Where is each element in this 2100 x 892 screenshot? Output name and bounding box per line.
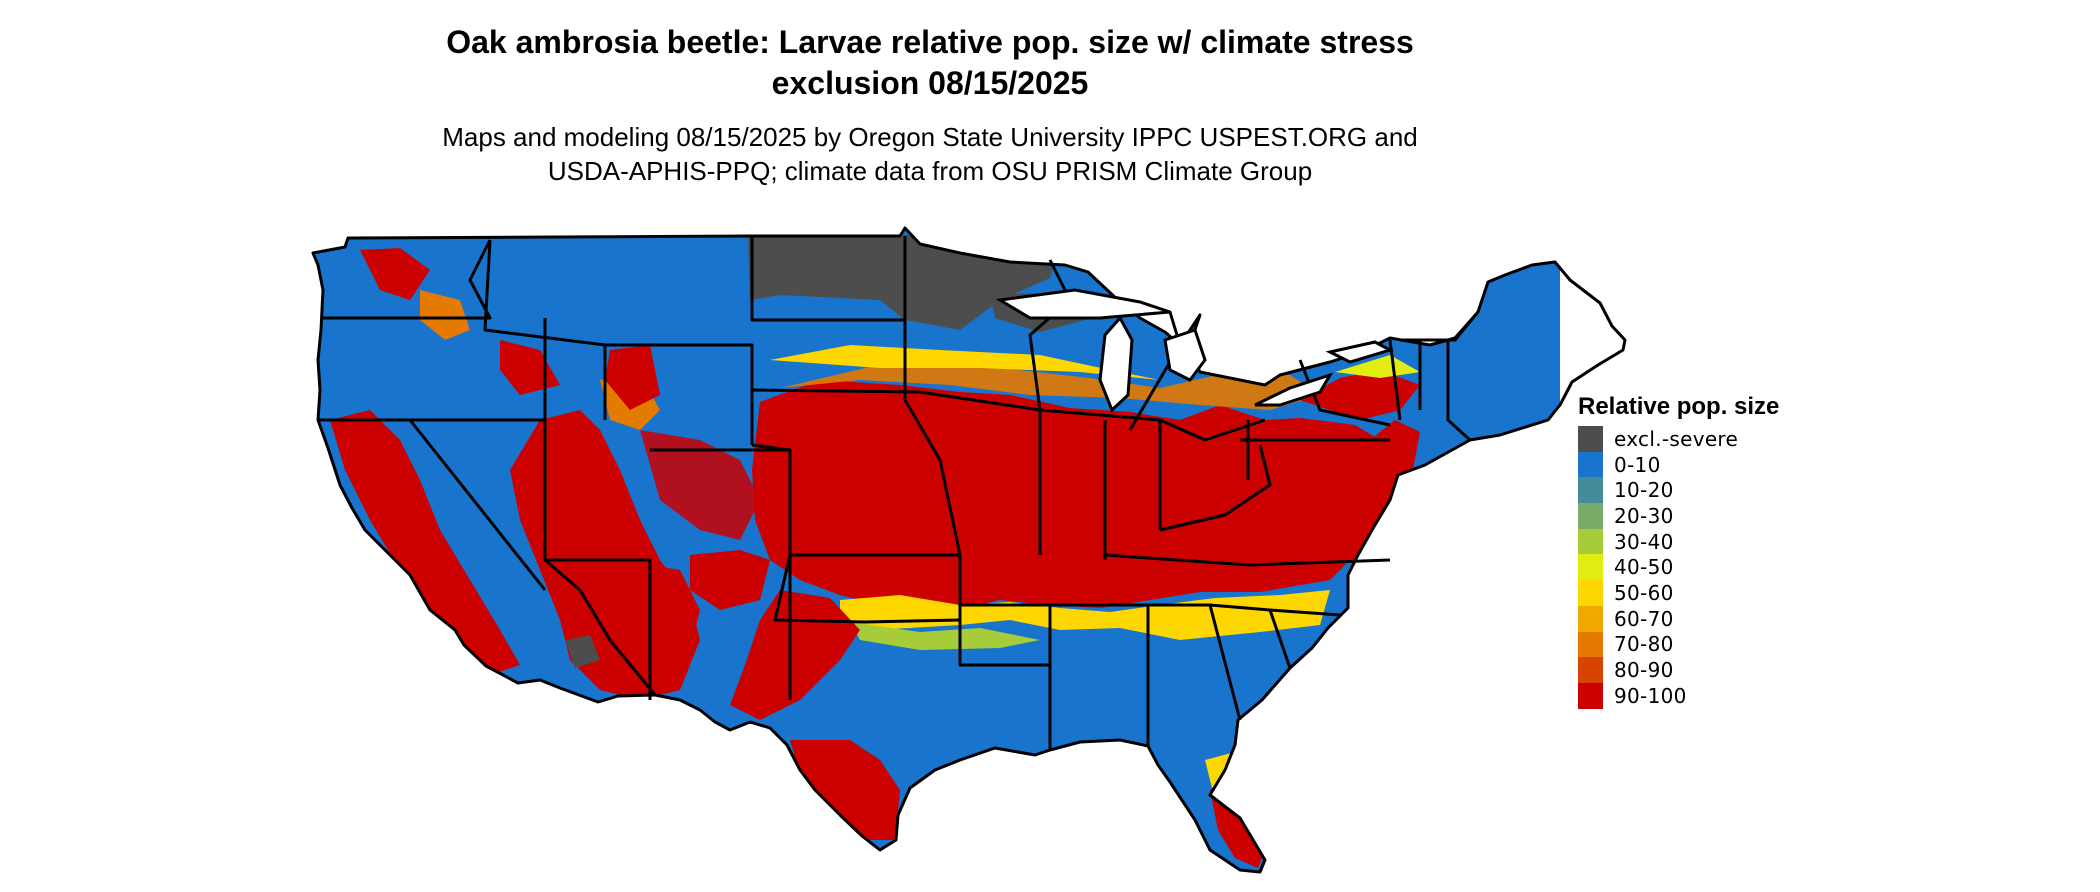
legend-swatch	[1578, 426, 1603, 452]
legend-swatch	[1578, 451, 1603, 478]
legend-label: 30-40	[1614, 529, 1674, 554]
state-boundaries	[311, 226, 1627, 874]
legend-label: 80-90	[1614, 658, 1674, 683]
legend-item: 60-70	[1578, 605, 1779, 632]
legend-item: 40-50	[1578, 554, 1779, 581]
legend-items: excl.-severe 0-10 10-20 20-30 30-40 40-50 50-6…	[1578, 426, 1779, 709]
map-title: Oak ambrosia beetle: Larvae relative pop…	[0, 22, 1860, 104]
legend-title: Relative pop. size	[1578, 393, 1780, 420]
legend-label: 60-70	[1614, 606, 1674, 631]
legend-item: 80-90	[1578, 657, 1779, 683]
legend-item: 0-10	[1578, 451, 1779, 478]
legend-item: excl.-severe	[1578, 426, 1779, 452]
legend-label: 50-60	[1614, 580, 1674, 605]
great-lakes	[995, 288, 1394, 413]
legend-swatch	[1578, 477, 1603, 504]
legend-item: 30-40	[1578, 528, 1779, 555]
legend-label: excl.-severe	[1614, 426, 1739, 451]
title-line-2: exclusion 08/15/2025	[771, 65, 1089, 101]
legend-item: 70-80	[1578, 631, 1779, 658]
subtitle-line-2: USDA-APHIS-PPQ; climate data from OSU PR…	[547, 156, 1313, 186]
legend: Relative pop. size excl.-severe 0-10 10-20…	[1578, 392, 1779, 709]
legend-swatch	[1578, 528, 1603, 555]
title-line-1: Oak ambrosia beetle: Larvae relative pop…	[446, 24, 1414, 60]
legend-swatch	[1578, 657, 1603, 683]
legend-swatch	[1578, 605, 1603, 632]
legend-swatch	[1578, 554, 1603, 581]
legend-swatch	[1578, 580, 1603, 606]
legend-swatch	[1578, 682, 1603, 709]
legend-label: 70-80	[1614, 632, 1674, 657]
legend-swatch	[1578, 631, 1603, 658]
subtitle-line-1: Maps and modeling 08/15/2025 by Oregon S…	[442, 122, 1418, 152]
legend-label: 40-50	[1614, 555, 1674, 580]
legend-label: 10-20	[1614, 478, 1674, 503]
legend-label: 90-100	[1614, 683, 1687, 708]
legend-label: 20-30	[1614, 503, 1674, 528]
map-subtitle: Maps and modeling 08/15/2025 by Oregon S…	[0, 120, 1860, 188]
legend-label: 0-10	[1614, 452, 1661, 477]
legend-item: 20-30	[1578, 503, 1779, 529]
legend-item: 10-20	[1578, 477, 1779, 504]
legend-item: 90-100	[1578, 682, 1779, 709]
legend-swatch	[1578, 503, 1603, 529]
legend-item: 50-60	[1578, 580, 1779, 606]
